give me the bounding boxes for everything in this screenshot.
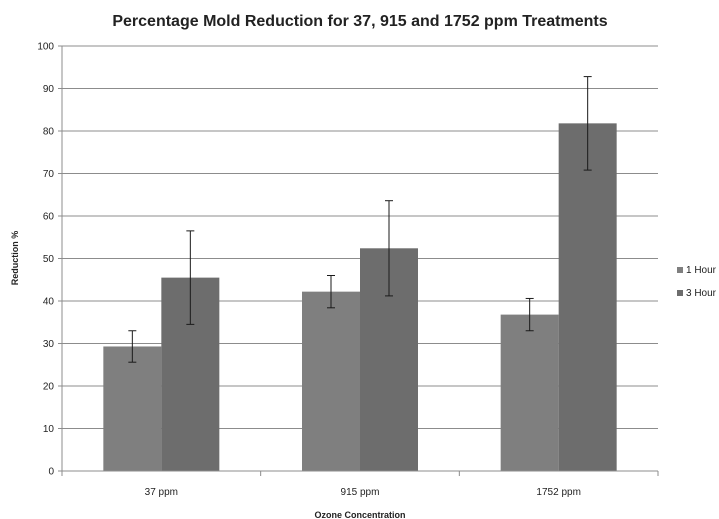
x-tick-label: 1752 ppm [536,487,580,498]
y-tick-label: 100 [37,42,54,53]
chart-title: Percentage Mold Reduction for 37, 915 an… [112,13,607,30]
y-tick-label: 90 [43,84,55,95]
bar-1-hour [302,291,360,471]
y-tick-label: 70 [43,169,55,180]
y-tick-label: 20 [43,382,55,393]
legend: 1 Hour 3 Hour [677,265,717,299]
x-axis-title: Ozone Concentration [314,510,405,519]
y-tick-label: 10 [43,424,55,435]
legend-label: 1 Hour [686,265,717,276]
legend-swatch [677,290,683,296]
x-tick-label: 37 ppm [145,487,178,498]
bar-1-hour [500,314,559,471]
bar-1-hour [103,346,162,471]
error-bars [128,76,592,363]
y-tick-label: 40 [43,297,55,308]
y-tick-label: 60 [43,212,55,223]
legend-swatch [677,267,683,273]
x-tick-label: 915 ppm [341,487,380,498]
axes [58,45,659,476]
y-tick-label: 50 [43,254,55,265]
bars [103,123,617,471]
y-axis-title: Reduction % [10,231,20,286]
y-tick-label: 80 [43,127,55,138]
y-tick-label: 0 [48,467,54,478]
y-tick-label: 30 [43,339,55,350]
bar-3-hour [558,123,617,471]
y-tick-labels: 0 10 20 30 40 50 60 70 80 90 100 [37,42,54,478]
legend-label: 3 Hour [686,288,717,299]
x-tick-labels: 37 ppm 915 ppm 1752 ppm [145,487,581,498]
